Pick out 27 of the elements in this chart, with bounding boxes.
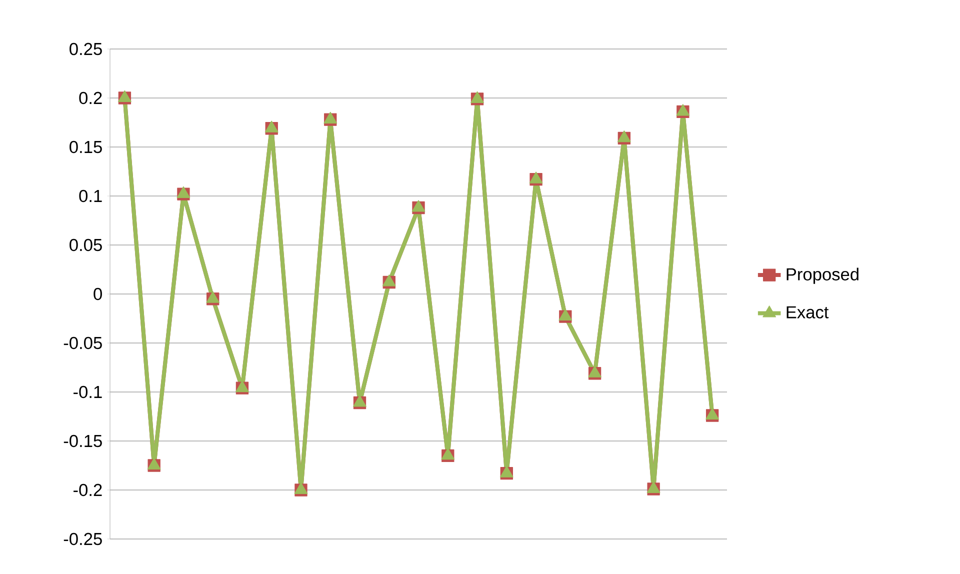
- point: [147, 458, 161, 470]
- y-tick-label: -0.25: [64, 532, 102, 546]
- point: [294, 482, 308, 494]
- legend-label: Exact: [786, 306, 829, 318]
- y-tick-label: 0.25: [70, 42, 102, 56]
- y-tick-label: -0.1: [74, 386, 102, 398]
- point: [676, 104, 690, 116]
- y-tick-label: 0.05: [70, 238, 102, 252]
- point: [382, 274, 396, 286]
- point: [500, 466, 514, 478]
- point: [588, 366, 602, 378]
- y-tick-label: -0.05: [64, 336, 102, 350]
- y-tick-label: 0.15: [70, 140, 102, 154]
- y-tick-label: 0.1: [79, 190, 102, 202]
- point: [118, 90, 132, 102]
- point: [353, 395, 366, 407]
- point: [206, 291, 220, 303]
- point: [441, 448, 455, 460]
- point: [529, 172, 543, 184]
- point: [412, 200, 426, 212]
- point: [470, 91, 484, 103]
- y-tick-label: 0.2: [79, 92, 102, 104]
- legend-label: Proposed: [786, 268, 858, 284]
- y-tick-label: -0.2: [74, 484, 102, 496]
- y-tick-label: 0: [94, 288, 102, 300]
- point: [264, 120, 278, 132]
- y-tick-label: -0.15: [64, 434, 102, 448]
